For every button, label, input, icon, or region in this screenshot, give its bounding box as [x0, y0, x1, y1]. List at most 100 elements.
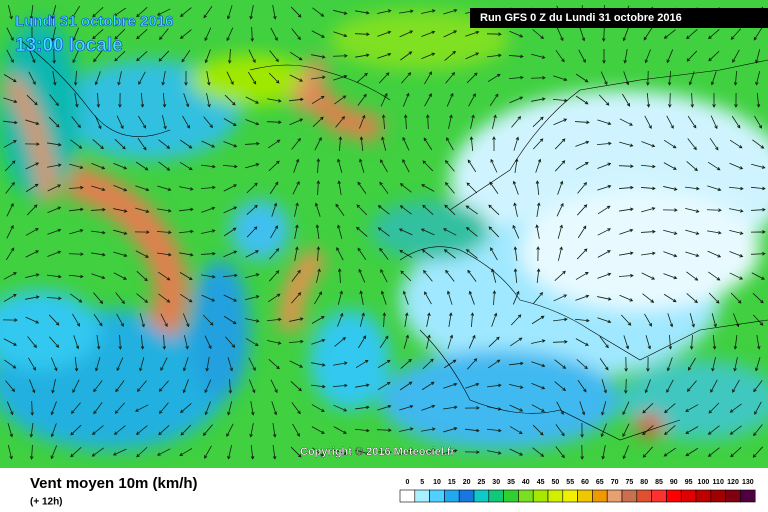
wind-arrow [288, 339, 304, 344]
wind-arrow [619, 141, 634, 147]
wind-arrow [400, 358, 412, 369]
wind-arrow [184, 70, 188, 86]
wind-arrow [600, 423, 607, 438]
wind-arrow [74, 356, 79, 372]
wind-arrow [205, 357, 210, 372]
wind-arrow [509, 30, 524, 38]
wind-arrow [72, 49, 80, 64]
wind-arrow [421, 448, 436, 455]
wind-arrow [179, 162, 193, 171]
wind-arrow [135, 185, 150, 192]
wind-arrow [50, 445, 58, 460]
wind-arrow [487, 73, 501, 83]
wind-arrow [443, 427, 458, 433]
wind-arrow [557, 246, 563, 261]
wind-arrow [6, 401, 14, 416]
wind-arrow [403, 114, 408, 130]
wind-arrow [336, 247, 344, 261]
wind-arrow [756, 92, 761, 108]
wind-arrow [512, 290, 520, 305]
wind-arrow [272, 423, 277, 438]
wind-arrow [156, 230, 172, 235]
scale-swatch [577, 489, 593, 503]
wind-arrow [226, 27, 234, 42]
wind-arrow [182, 379, 189, 394]
wind-arrow [289, 360, 304, 368]
wind-arrow [113, 162, 128, 170]
wind-arrow [268, 359, 280, 370]
wind-arrow [359, 290, 364, 305]
wind-arrow [448, 114, 453, 129]
wind-arrow [599, 336, 609, 349]
wind-arrow [597, 119, 612, 126]
wind-arrow [751, 163, 766, 169]
wind-arrow [443, 405, 458, 410]
wind-arrow [643, 27, 653, 41]
wind-arrow [202, 424, 213, 436]
wind-arrow [733, 70, 738, 86]
wind-arrow [179, 448, 193, 457]
scale-label: 70 [611, 479, 619, 486]
scale-label: 120 [727, 479, 739, 486]
wind-arrow [554, 138, 566, 150]
scale-label: 75 [626, 479, 634, 486]
wind-arrow [179, 29, 192, 39]
wind-arrow [642, 402, 654, 414]
wind-arrow [24, 142, 40, 146]
wind-arrow [93, 402, 103, 415]
scale-label: 90 [670, 479, 678, 486]
wind-arrow [686, 29, 698, 40]
wind-arrow [244, 141, 260, 146]
wind-arrow [270, 27, 278, 41]
wind-arrow [553, 118, 568, 126]
scale-swatch [592, 489, 608, 503]
scale-swatch [473, 489, 490, 503]
wind-arrow [6, 224, 14, 239]
wind-arrow [245, 273, 260, 279]
wind-arrow [3, 338, 17, 346]
wind-arrow [69, 163, 84, 169]
wind-arrow [140, 334, 145, 350]
wind-arrow [685, 426, 699, 434]
wind-arrow [491, 268, 497, 283]
wind-arrow [402, 159, 410, 173]
wind-arrow [377, 404, 392, 411]
wind-arrow [52, 71, 57, 86]
wind-arrow [663, 293, 677, 303]
wind-arrow [52, 48, 56, 64]
wind-arrow [509, 383, 524, 389]
wind-arrow [577, 181, 587, 194]
wind-arrow [754, 357, 761, 372]
scale-swatch [740, 489, 756, 503]
wind-arrow [316, 158, 321, 174]
run-box [470, 8, 768, 28]
wind-arrow [424, 93, 432, 107]
wind-arrow [467, 269, 477, 282]
wind-arrow [667, 70, 672, 86]
wind-arrow [486, 32, 502, 36]
wind-arrow [492, 136, 496, 152]
wind-arrow [227, 357, 234, 372]
wind-arrow [71, 5, 81, 19]
wind-arrow [380, 92, 388, 107]
wind-arrow [377, 52, 392, 59]
wind-arrow [311, 30, 325, 38]
wind-arrow [712, 92, 716, 108]
wind-arrow [597, 296, 612, 301]
wind-arrow [555, 424, 565, 437]
wind-arrow [619, 294, 634, 302]
wind-arrow [468, 93, 476, 107]
wind-arrow [72, 27, 80, 42]
wind-arrow [421, 249, 434, 259]
wind-arrow [158, 402, 169, 415]
wind-arrow [708, 292, 720, 304]
wind-arrow [6, 49, 14, 63]
wind-arrow [162, 334, 167, 350]
wind-arrow [689, 334, 694, 350]
wind-arrow [598, 94, 610, 106]
wind-arrow [622, 445, 629, 460]
wind-arrow [597, 184, 612, 191]
wind-arrow [685, 404, 699, 412]
wind-arrow [535, 180, 540, 196]
wind-arrow [402, 290, 409, 305]
